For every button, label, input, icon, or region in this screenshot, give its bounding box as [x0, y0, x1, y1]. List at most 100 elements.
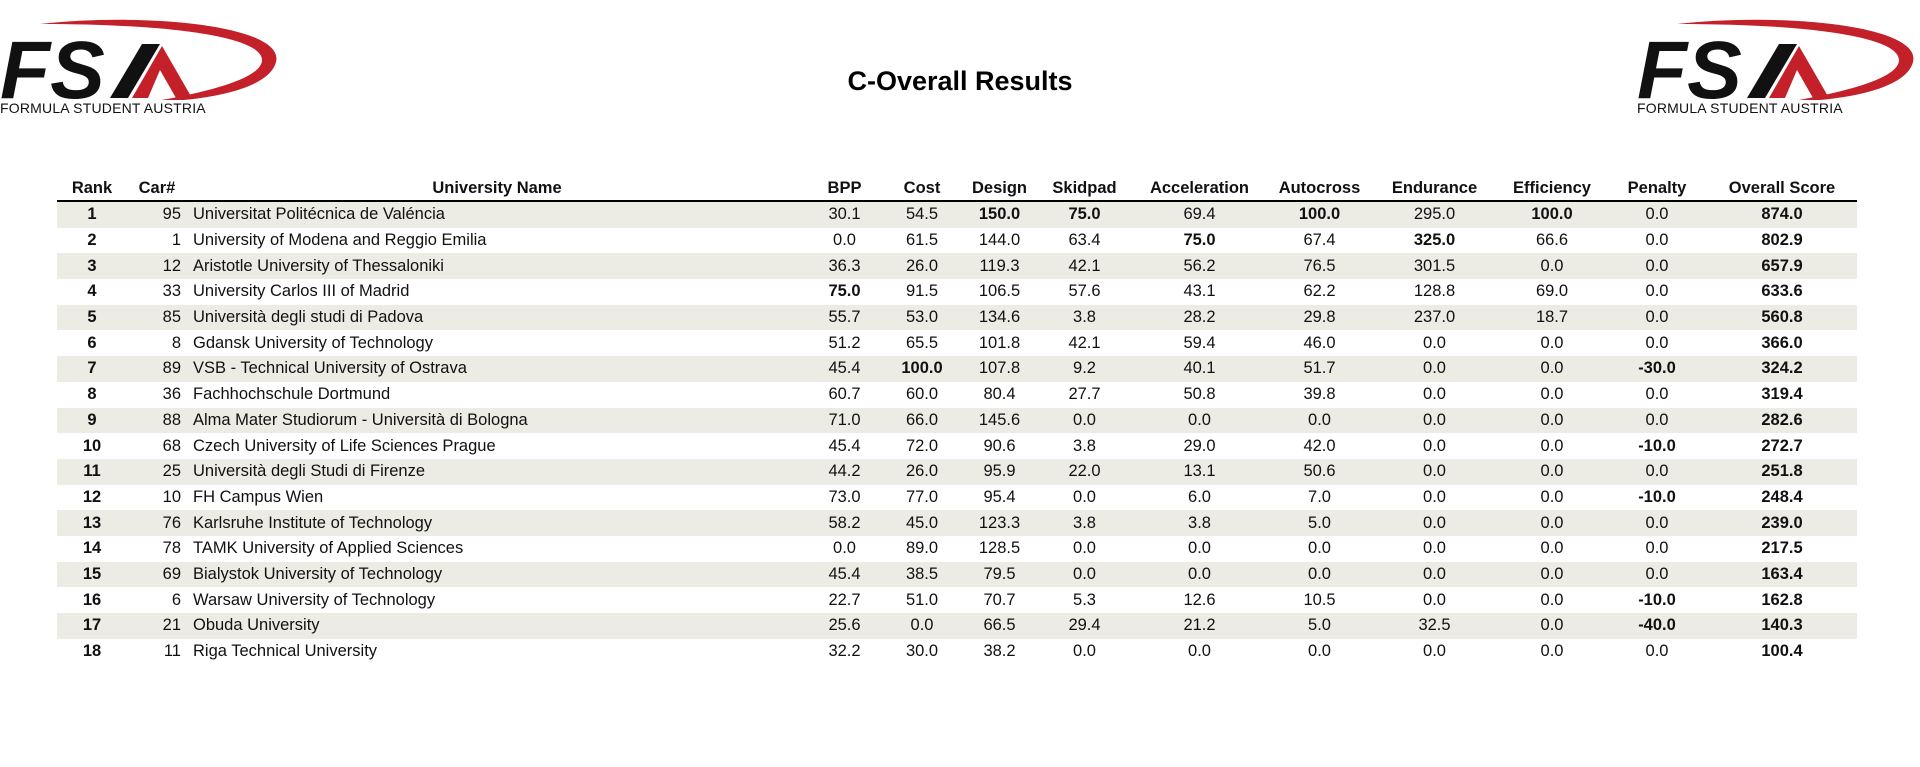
cell-cost: 0.0 — [882, 613, 962, 639]
cell-overall: 874.0 — [1707, 201, 1857, 228]
cell-cost: 38.5 — [882, 561, 962, 588]
cell-efficiency: 0.0 — [1540, 590, 1564, 609]
cell-endurance: 237.0 — [1372, 304, 1497, 331]
cell-penalty: 0.0 — [1645, 539, 1669, 558]
cell-overall: 239.0 — [1707, 510, 1857, 536]
cell-acceleration: 28.2 — [1132, 304, 1267, 331]
column-header: Design — [962, 174, 1037, 202]
cell-penalty: 0.0 — [1607, 510, 1707, 536]
cell-university: Bialystok University of Technology — [187, 561, 807, 588]
cell-penalty: 0.0 — [1645, 385, 1669, 404]
cell-skidpad: 27.7 — [1068, 385, 1101, 404]
cell-endurance: 301.5 — [1372, 253, 1497, 280]
cell-overall: 163.4 — [1707, 561, 1857, 588]
cell-cost: 91.5 — [905, 282, 939, 301]
cell-endurance: 0.0 — [1423, 539, 1446, 558]
cell-autocross: 7.0 — [1308, 487, 1331, 506]
cell-design: 134.6 — [962, 304, 1037, 331]
cell-efficiency: 0.0 — [1497, 458, 1607, 485]
column-header: Efficiency — [1497, 174, 1607, 202]
table-row: 6 8 Gdansk University of Technology 51.2 65.… — [57, 330, 1857, 356]
cell-bpp: 60.7 — [828, 385, 861, 404]
cell-acceleration: 43.1 — [1183, 282, 1216, 301]
cell-design: 90.6 — [983, 436, 1016, 455]
cell-car: 12 — [127, 253, 187, 280]
column-header: Acceleration — [1132, 174, 1267, 202]
cell-university: FH Campus Wien — [193, 487, 324, 506]
cell-design: 128.5 — [978, 539, 1021, 558]
cell-university: University Carlos III of Madrid — [193, 282, 410, 301]
cell-rank: 16 — [82, 590, 102, 609]
cell-penalty: -10.0 — [1638, 487, 1676, 506]
cell-endurance: 0.0 — [1423, 436, 1446, 455]
cell-rank: 18 — [82, 642, 102, 661]
cell-skidpad: 0.0 — [1073, 539, 1096, 558]
table-row: 8 36 Fachhochschule Dortmund 60.7 60.0 80.4 27… — [57, 382, 1857, 408]
cell-car: 8 — [171, 333, 181, 352]
cell-bpp: 73.0 — [828, 487, 861, 506]
fsa-logo-right: FS FORMULA STUDENT AUSTRIA — [1637, 18, 1920, 118]
cell-rank: 5 — [57, 304, 127, 331]
cell-autocross: 67.4 — [1303, 231, 1336, 250]
cell-university: Obuda University — [187, 613, 807, 639]
svg-text:FS: FS — [0, 25, 105, 100]
column-header: Skidpad — [1037, 174, 1132, 202]
cell-endurance: 32.5 — [1372, 613, 1497, 639]
cell-university: University of Modena and Reggio Emilia — [193, 231, 487, 250]
cell-autocross: 29.8 — [1267, 304, 1372, 331]
cell-cost: 53.0 — [882, 304, 962, 331]
cell-autocross: 0.0 — [1308, 642, 1331, 661]
cell-rank: 12 — [82, 487, 102, 506]
cell-acceleration: 0.0 — [1188, 539, 1211, 558]
cell-car: 33 — [162, 282, 181, 301]
cell-endurance: 0.0 — [1423, 642, 1446, 661]
column-header: Rank — [57, 174, 127, 202]
cell-penalty: 0.0 — [1645, 642, 1669, 661]
cell-acceleration: 0.0 — [1132, 561, 1267, 588]
cell-car: 78 — [162, 539, 181, 558]
cell-efficiency: 0.0 — [1497, 407, 1607, 434]
cell-penalty: 0.0 — [1607, 407, 1707, 434]
cell-car: 89 — [127, 356, 187, 382]
cell-acceleration: 3.8 — [1132, 510, 1267, 536]
column-header: University Name — [187, 174, 807, 202]
cell-skidpad: 42.1 — [1068, 333, 1101, 352]
results-body: 1 95 Universitat Politécnica de Valéncia 30… — [57, 201, 1857, 664]
cell-acceleration: 59.4 — [1183, 333, 1216, 352]
table-row: 7 89 VSB - Technical University of Ostrava… — [57, 356, 1857, 382]
cell-cost: 65.5 — [905, 333, 939, 352]
cell-design: 95.9 — [962, 458, 1037, 485]
column-header: Overall Score — [1707, 174, 1857, 202]
cell-cost: 26.0 — [882, 253, 962, 280]
cell-bpp: 0.0 — [833, 539, 856, 558]
cell-autocross: 5.0 — [1267, 613, 1372, 639]
cell-skidpad: 3.8 — [1037, 510, 1132, 536]
cell-overall: 657.9 — [1707, 253, 1857, 280]
cell-endurance: 0.0 — [1372, 407, 1497, 434]
cell-efficiency: 0.0 — [1540, 539, 1564, 558]
cell-acceleration: 21.2 — [1132, 613, 1267, 639]
cell-penalty: 0.0 — [1607, 201, 1707, 228]
cell-autocross: 50.6 — [1267, 458, 1372, 485]
cell-bpp: 45.4 — [807, 356, 882, 382]
cell-car: 95 — [127, 201, 187, 228]
cell-cost: 54.5 — [882, 201, 962, 228]
cell-cost: 30.0 — [905, 642, 939, 661]
cell-endurance: 0.0 — [1423, 333, 1446, 352]
cell-skidpad: 75.0 — [1037, 201, 1132, 228]
cell-car: 85 — [127, 304, 187, 331]
cell-acceleration: 12.6 — [1183, 590, 1216, 609]
table-row: 3 12 Aristotle University of Thessaloniki 3… — [57, 253, 1857, 280]
cell-autocross: 62.2 — [1303, 282, 1336, 301]
cell-efficiency: 0.0 — [1540, 487, 1564, 506]
cell-design: 38.2 — [983, 642, 1016, 661]
cell-university: Fachhochschule Dortmund — [193, 385, 391, 404]
cell-bpp: 25.6 — [807, 613, 882, 639]
cell-efficiency: 100.0 — [1497, 201, 1607, 228]
cell-acceleration: 75.0 — [1183, 231, 1216, 250]
cell-design: 80.4 — [983, 385, 1016, 404]
cell-rank: 9 — [57, 407, 127, 434]
cell-bpp: 75.0 — [828, 282, 861, 301]
cell-acceleration: 50.8 — [1183, 385, 1216, 404]
cell-endurance: 0.0 — [1423, 590, 1446, 609]
